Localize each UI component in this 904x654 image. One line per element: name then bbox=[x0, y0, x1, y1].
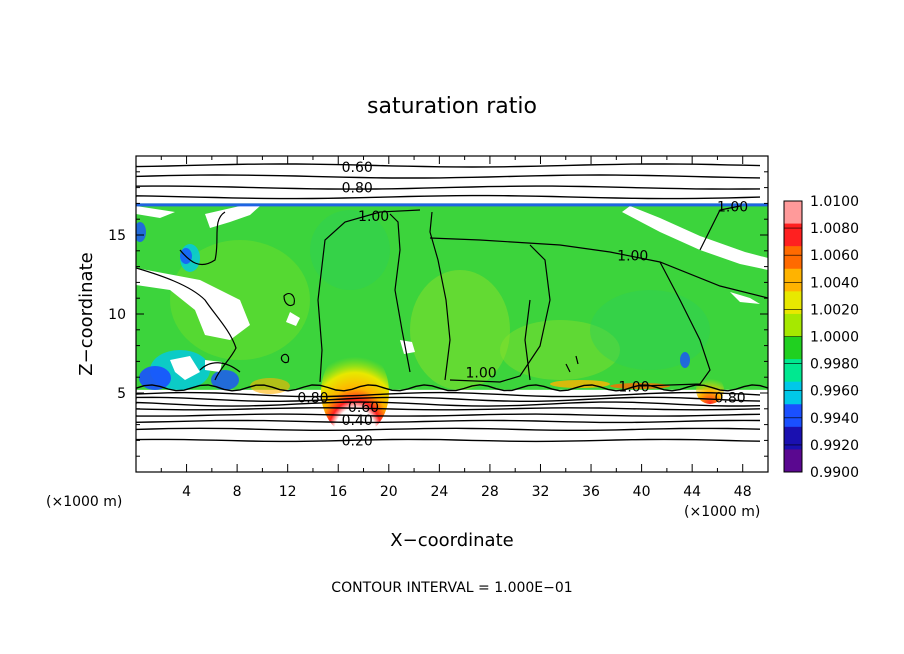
colorbar-swatch bbox=[784, 449, 802, 473]
colorbar-swatch bbox=[784, 426, 802, 450]
contour-line bbox=[136, 407, 761, 411]
x-tick-label: 48 bbox=[734, 484, 752, 500]
colorbar-label: 1.0080 bbox=[810, 221, 859, 237]
contour-label: 1.00 bbox=[358, 209, 389, 225]
contour-line bbox=[136, 401, 761, 407]
colorbar-label: 1.0040 bbox=[810, 275, 859, 291]
contour-label: 0.80 bbox=[297, 391, 328, 407]
x-axis-ticks bbox=[160, 156, 744, 472]
x-tick-label: 4 bbox=[182, 484, 191, 500]
y-tick-label: 10 bbox=[108, 307, 126, 323]
x-tick-label: 20 bbox=[380, 484, 398, 500]
contour-label: 0.40 bbox=[342, 413, 373, 429]
colorbar-label: 1.0100 bbox=[810, 194, 859, 210]
contour-line bbox=[136, 391, 761, 398]
colorbar-swatch bbox=[784, 381, 802, 405]
contour-label: 0.60 bbox=[342, 160, 373, 176]
contour-label: 1.00 bbox=[618, 380, 649, 396]
colorbar-swatch bbox=[784, 404, 802, 428]
x-axis-label: X−coordinate bbox=[390, 530, 513, 551]
colorbar-swatch bbox=[784, 313, 802, 337]
contour-labels: 0.60 0.80 1.00 1.00 1.00 1.00 1.00 0.80 0.80 0.60… bbox=[297, 160, 748, 449]
chart-title: saturation ratio bbox=[367, 94, 537, 119]
colorbar-label: 1.0000 bbox=[810, 330, 859, 346]
x-tick-label: 12 bbox=[279, 484, 297, 500]
contour-label: 0.20 bbox=[342, 433, 373, 449]
contour-line bbox=[136, 396, 761, 402]
colorbar-swatch bbox=[784, 201, 802, 225]
contour-label: 1.00 bbox=[465, 365, 496, 381]
contour-lines-horizontal bbox=[136, 163, 768, 443]
colorbar-swatch bbox=[784, 246, 802, 270]
colorbar-swatch bbox=[784, 336, 802, 360]
supersaturation-peak-east bbox=[696, 376, 724, 404]
contour-lines-field bbox=[136, 205, 768, 387]
colorbar-label: 0.9900 bbox=[810, 465, 859, 481]
contour-line bbox=[136, 413, 761, 417]
colorbar-label: 0.9920 bbox=[810, 438, 859, 454]
x-tick-label: 24 bbox=[430, 484, 448, 500]
colorbar-labels: 1.0100 1.0080 1.0060 1.0040 1.0020 1.0000 0.99… bbox=[810, 194, 859, 481]
contour-label: 1.00 bbox=[717, 200, 748, 216]
x-unit-right: (×1000 m) bbox=[684, 504, 760, 520]
y-tick-label: 5 bbox=[117, 386, 126, 402]
colorbar-label: 0.9980 bbox=[810, 357, 859, 373]
y-axis-ticks bbox=[136, 171, 768, 457]
colorbar-swatch bbox=[784, 359, 802, 383]
supersaturation-peak bbox=[321, 348, 389, 436]
y-axis-label: Z−coordinate bbox=[76, 252, 97, 375]
colorbar-swatch bbox=[784, 268, 802, 292]
x-tick-label: 32 bbox=[532, 484, 550, 500]
contour-line bbox=[136, 427, 761, 431]
colorbar-swatch bbox=[784, 291, 802, 315]
x-unit-left: (×1000 m) bbox=[46, 494, 122, 510]
field-layer bbox=[136, 163, 768, 443]
colorbar-label: 0.9940 bbox=[810, 411, 859, 427]
cloud-base-contour bbox=[136, 384, 768, 392]
x-tick-label: 8 bbox=[233, 484, 242, 500]
contour-label: 0.80 bbox=[714, 391, 745, 407]
cloud-top-edge bbox=[136, 203, 768, 207]
x-tick-labels: 4 8 12 16 20 24 28 32 36 40 44 48 bbox=[182, 484, 752, 500]
colorbar bbox=[783, 200, 803, 473]
x-tick-label: 44 bbox=[683, 484, 701, 500]
contour-line bbox=[136, 163, 761, 168]
colorbar-label: 1.0020 bbox=[810, 302, 859, 318]
x-tick-label: 16 bbox=[329, 484, 347, 500]
contour-line bbox=[136, 194, 761, 200]
colorbar-swatch bbox=[784, 223, 802, 247]
colorbar-label: 1.0060 bbox=[810, 248, 859, 264]
x-tick-label: 36 bbox=[582, 484, 600, 500]
contour-label: 0.80 bbox=[342, 181, 373, 197]
contour-line bbox=[136, 174, 761, 179]
contour-line bbox=[136, 185, 761, 190]
colorbar-label: 0.9960 bbox=[810, 384, 859, 400]
contour-interval-note: CONTOUR INTERVAL = 1.000E−01 bbox=[331, 580, 572, 596]
contour-label: 0.60 bbox=[348, 400, 379, 416]
contour-line bbox=[136, 419, 761, 424]
contour-label: 1.00 bbox=[617, 249, 648, 265]
y-tick-label: 15 bbox=[108, 228, 126, 244]
contour-line bbox=[136, 438, 761, 443]
x-tick-label: 28 bbox=[481, 484, 499, 500]
x-tick-label: 40 bbox=[633, 484, 651, 500]
y-tick-labels: 5 10 15 bbox=[108, 228, 126, 402]
